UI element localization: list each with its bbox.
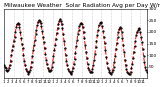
Text: Milwaukee Weather  Solar Radiation Avg per Day W/m2/minute: Milwaukee Weather Solar Radiation Avg pe… [4, 3, 160, 8]
